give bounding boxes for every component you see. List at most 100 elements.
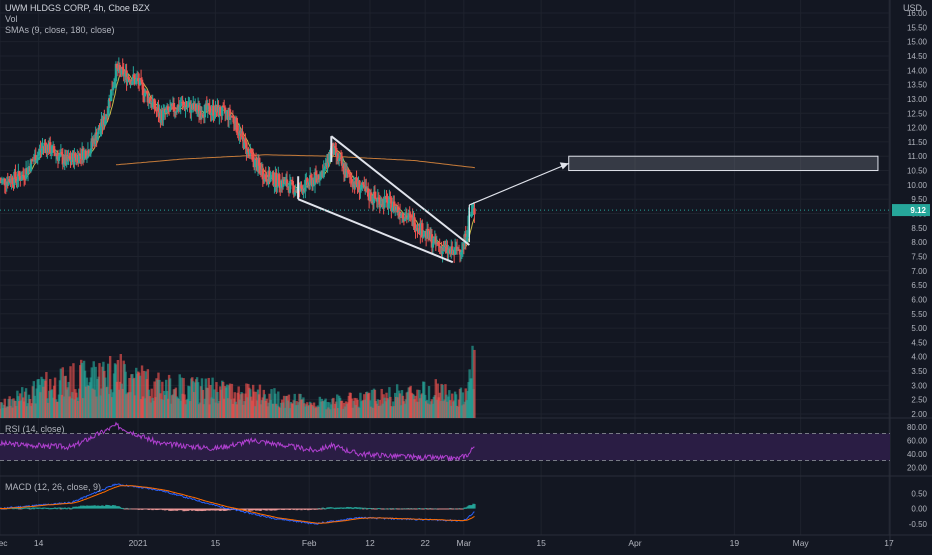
macd-histogram-bar: [121, 507, 124, 509]
volume-bar: [270, 389, 273, 418]
candle-body: [172, 103, 176, 112]
volume-bar: [324, 398, 327, 418]
time-tick-label-2: 2021: [129, 538, 148, 548]
candle-body: [136, 78, 140, 81]
price-tick-label-16: 10.00: [907, 181, 928, 190]
price-tick-label-4: 4.00: [911, 353, 927, 362]
signal-line: [0, 485, 475, 524]
candle-body: [224, 112, 228, 114]
macd-legend[interactable]: MACD (12, 26, close, 9): [5, 482, 101, 492]
macd-histogram-bar: [427, 508, 431, 510]
macd-histogram-bar: [40, 507, 43, 509]
candle-body: [18, 171, 21, 177]
price-tick-label-27: 15.50: [907, 23, 928, 32]
macd-histogram-bar: [320, 508, 323, 510]
candle-body: [166, 106, 170, 111]
rsi-tick-label-0: 80.00: [907, 423, 928, 432]
candle-body: [388, 197, 391, 204]
macd-histogram-bar: [70, 508, 73, 510]
candle-body: [423, 234, 426, 237]
macd-histogram-bar: [47, 507, 50, 509]
symbol-legend[interactable]: UWM HLDGS CORP, 4h, Cboe BZX: [5, 3, 150, 13]
candle-body: [416, 228, 419, 230]
candle-body: [313, 172, 317, 185]
candle-body: [232, 116, 236, 124]
volume-legend[interactable]: Vol: [5, 14, 18, 24]
candle-body: [57, 155, 61, 161]
candle-body: [109, 89, 113, 102]
candle-body: [470, 211, 473, 215]
candle-body: [187, 104, 190, 107]
candle-body: [50, 146, 54, 154]
candle-body: [74, 153, 77, 158]
sma-label: SMAs (9, close, 180, close): [5, 25, 115, 35]
candle-body: [20, 179, 23, 181]
candle-body: [49, 142, 52, 155]
macd-histogram-bar: [65, 508, 68, 510]
macd-histogram-bar: [32, 508, 36, 510]
candle-body: [292, 185, 295, 195]
volume-bar: [98, 363, 101, 418]
volume-bar: [282, 395, 286, 418]
rsi-legend[interactable]: RSI (14, close): [5, 424, 65, 434]
volume-bar: [427, 386, 431, 418]
candle-body: [346, 169, 350, 173]
macd-histogram-bar: [362, 508, 365, 510]
wedge-upper-line: [330, 135, 470, 246]
price-tick-label-6: 5.00: [911, 324, 927, 333]
rsi-pane: 80.00 60.00 40.00 20.00: [0, 421, 928, 472]
candle-body: [261, 169, 265, 180]
macd-histogram-bar: [473, 504, 476, 509]
candle-body: [21, 174, 24, 180]
candle-body: [121, 66, 124, 70]
price-tick-label-18: 11.00: [908, 152, 928, 161]
candle-body: [334, 146, 337, 148]
candle-body: [22, 175, 26, 179]
candles: [0, 57, 476, 264]
candle-body: [58, 153, 62, 156]
candle-body: [127, 76, 130, 79]
volume-bar: [336, 394, 339, 418]
arrow-head-icon: [559, 162, 569, 170]
candle-body: [154, 108, 157, 111]
candle-body: [322, 168, 325, 178]
candle-body: [96, 134, 99, 141]
candle-body: [35, 159, 38, 163]
candle-body: [148, 97, 151, 103]
price-tick-label-13: 8.50: [911, 224, 927, 233]
price-tick-label-11: 7.50: [911, 252, 927, 261]
candle-body: [408, 213, 411, 215]
candle-body: [430, 234, 434, 248]
candle-body: [245, 142, 248, 154]
candle-body: [421, 223, 424, 238]
volume-bar: [94, 366, 97, 418]
candle-body: [244, 138, 247, 143]
candle-body: [422, 236, 425, 238]
candle-body: [89, 148, 93, 154]
candle-body: [105, 114, 108, 120]
candle-body: [179, 105, 182, 107]
candle-body: [361, 182, 364, 188]
time-tick-label-1: 14: [34, 538, 44, 548]
candle-body: [251, 154, 255, 161]
sma-legend[interactable]: SMAs (9, close, 180, close): [5, 25, 115, 35]
candle-body: [199, 110, 203, 118]
price-tick-label-20: 12.00: [907, 124, 928, 133]
candle-body: [405, 215, 409, 219]
price-tick-label-7: 5.50: [911, 310, 927, 319]
candle-body: [223, 107, 227, 114]
candle-body: [396, 206, 400, 213]
time-tick-label-3: 15: [211, 538, 221, 548]
candle-body: [438, 245, 441, 249]
macd-histogram-bar: [358, 507, 361, 509]
macd-histogram-bar: [375, 508, 379, 510]
candle-body: [308, 175, 312, 186]
volume-bar: [207, 377, 210, 418]
candle-body: [376, 197, 380, 202]
candle-body: [115, 63, 119, 68]
candle-body: [473, 208, 476, 215]
macd-histogram-bar: [19, 507, 22, 509]
macd-histogram-bar: [16, 508, 19, 510]
